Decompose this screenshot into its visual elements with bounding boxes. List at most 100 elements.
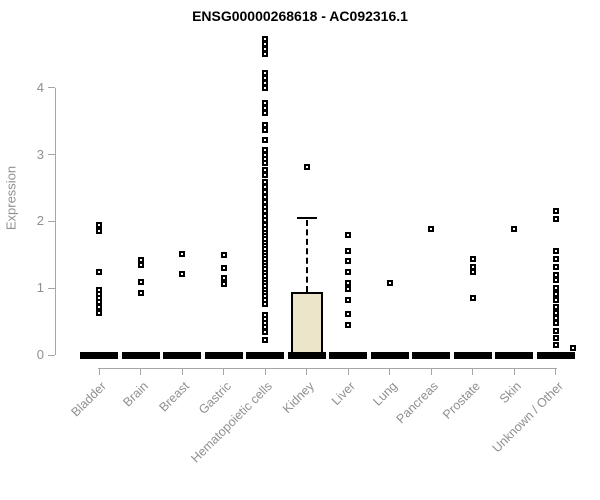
data-point [552, 341, 559, 348]
data-point [262, 337, 269, 344]
x-axis-category-label: Brain [119, 379, 151, 410]
x-tick [98, 368, 100, 375]
data-point [345, 311, 352, 318]
x-tick [430, 368, 432, 375]
x-tick [472, 368, 474, 375]
data-point [469, 295, 476, 302]
chart-title: ENSG00000268618 - AC092316.1 [192, 8, 408, 24]
data-point [262, 110, 269, 117]
data-point [552, 309, 559, 316]
y-tick-label: 4 [36, 79, 44, 95]
boxplot-zero-bar [329, 351, 368, 359]
data-point [428, 225, 435, 232]
x-tick [555, 368, 557, 375]
x-tick [513, 368, 515, 375]
y-tick [48, 354, 55, 356]
y-tick [48, 287, 55, 289]
data-point [469, 268, 476, 275]
boxplot-zero-bar [536, 351, 575, 359]
data-point [137, 257, 144, 264]
data-point [262, 50, 269, 57]
data-point [262, 301, 269, 308]
y-tick-label: 0 [36, 347, 44, 362]
data-point [137, 289, 144, 296]
x-axis-category-label: Kidney [279, 379, 317, 416]
x-tick [223, 368, 225, 375]
data-point [552, 319, 559, 326]
x-axis-category-label: Breast [156, 379, 192, 415]
data-point [345, 268, 352, 275]
data-point [262, 328, 269, 335]
data-point [552, 247, 559, 254]
y-tick [48, 87, 55, 89]
data-point [552, 334, 559, 341]
x-axis-category-label: Pancreas [393, 379, 442, 427]
data-point [96, 309, 102, 316]
data-point [262, 136, 269, 143]
data-point [552, 291, 559, 298]
data-point [552, 255, 559, 262]
data-point [386, 279, 393, 286]
x-axis-category-label: Gastric [195, 379, 234, 417]
data-point [262, 126, 269, 133]
x-axis-category-label: Skin [496, 379, 525, 407]
data-point [552, 263, 559, 270]
data-point [262, 171, 269, 178]
data-point [96, 227, 102, 234]
data-point [179, 251, 186, 258]
boxplot-zero-bar [412, 351, 451, 359]
boxplot-zero-bar [80, 351, 118, 359]
data-point [345, 257, 352, 264]
data-point [511, 226, 518, 233]
boxplot-zero-bar [163, 351, 202, 359]
data-point [220, 274, 227, 281]
data-point [552, 327, 559, 334]
data-point [552, 216, 559, 223]
data-point [345, 321, 352, 328]
boxplot-zero-bar [370, 351, 409, 359]
x-tick [347, 368, 349, 375]
boxplot-zero-bar [204, 351, 243, 359]
y-tick-label: 2 [36, 213, 44, 229]
x-axis-category-label: Hematopoietic cells [188, 379, 275, 466]
data-point [96, 303, 102, 310]
data-point [220, 251, 227, 258]
data-point [262, 74, 269, 81]
data-point [137, 262, 144, 269]
y-tick-label: 3 [36, 146, 44, 162]
boxplot-zero-bar [453, 351, 492, 359]
data-point [303, 164, 310, 171]
x-axis-line [98, 368, 557, 369]
x-tick [181, 368, 183, 375]
data-point [552, 303, 559, 310]
x-axis-category-label: Bladder [68, 379, 109, 420]
data-point [552, 276, 559, 283]
x-axis-category-label: Liver [328, 379, 359, 409]
data-point [96, 221, 102, 228]
x-tick [389, 368, 391, 375]
data-point [345, 247, 352, 254]
x-tick [306, 368, 308, 375]
x-tick [264, 368, 266, 375]
data-point [96, 269, 102, 276]
box [290, 291, 323, 355]
boxplot-zero-bar [246, 351, 285, 359]
data-point [262, 84, 269, 91]
data-point [262, 104, 269, 111]
data-point [552, 285, 559, 292]
y-tick-label: 1 [36, 280, 44, 296]
y-axis-line [55, 87, 56, 355]
data-point [262, 160, 269, 167]
x-axis-category-label: Prostate [439, 379, 483, 422]
x-tick [140, 368, 142, 375]
box-whisker [305, 220, 308, 292]
data-point [262, 40, 269, 47]
boxplot-zero-bar [495, 351, 534, 359]
data-point [137, 278, 144, 285]
y-tick [48, 154, 55, 156]
data-point [345, 279, 352, 286]
data-point [552, 207, 559, 214]
data-point [262, 193, 269, 200]
boxplot-zero-bar [121, 351, 160, 359]
box-whisker-cap [296, 217, 317, 220]
